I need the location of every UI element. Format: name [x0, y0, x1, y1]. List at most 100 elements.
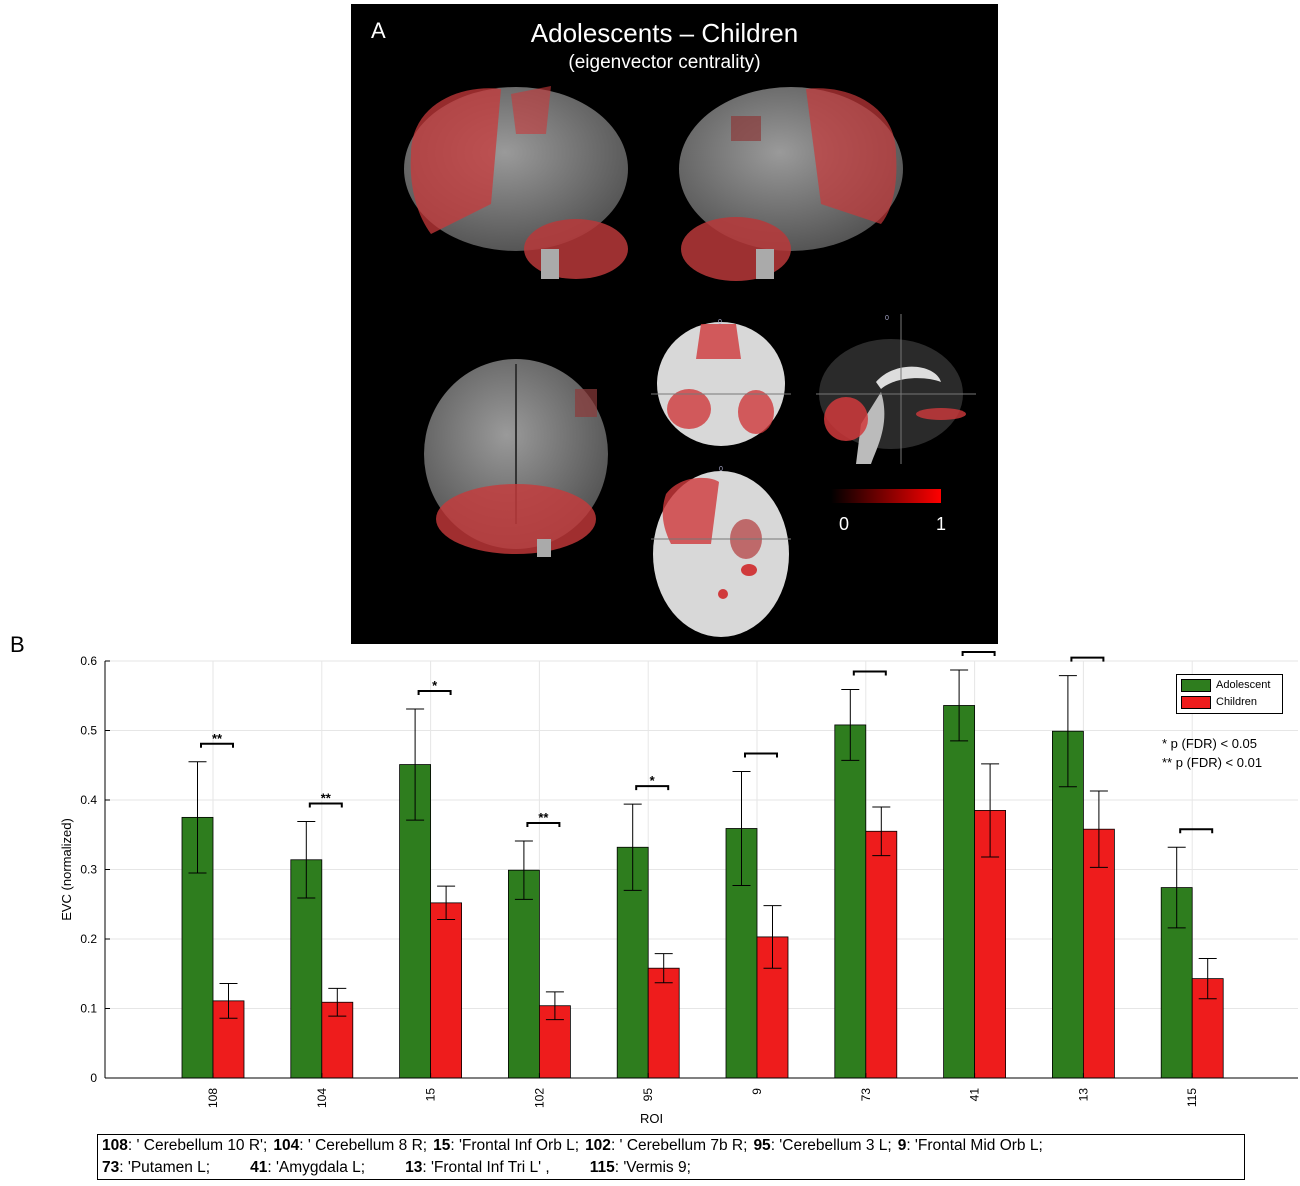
roi-name: : 'Putamen L; — [119, 1159, 211, 1176]
colorbar-min-label: 0 — [839, 514, 850, 534]
brain-left-lateral — [404, 86, 628, 279]
legend-item-children: Children — [1181, 694, 1257, 710]
x-tick-label: 9 — [750, 1088, 764, 1095]
significance-mark-104: ** — [321, 791, 332, 806]
brain-coronal-slice: 0 — [651, 319, 791, 446]
brain-posterior — [424, 359, 608, 557]
bar-children-15 — [430, 902, 463, 1079]
x-tick-label: 13 — [1076, 1088, 1090, 1102]
significance-mark-102: ** — [538, 810, 549, 825]
roi-entry-115: 115: 'Vermis 9; — [590, 1159, 691, 1176]
legend-swatch-children — [1181, 695, 1211, 709]
roi-number: 115 — [589, 1159, 615, 1176]
significance-bracket-102 — [526, 822, 561, 828]
brain-right-lateral — [679, 87, 903, 281]
bar-adolescent-73 — [834, 724, 867, 1079]
y-tick-label: 0.2 — [80, 932, 97, 946]
legend-label-children: Children — [1216, 696, 1257, 708]
roi-number: 9 — [897, 1137, 907, 1154]
x-tick-label: 73 — [859, 1088, 873, 1102]
roi-number: 102 — [585, 1137, 611, 1154]
chart-grid — [105, 660, 1298, 1079]
significance-mark-108: ** — [212, 731, 223, 746]
colorbar-max-label: 1 — [936, 514, 947, 534]
roi-name: : 'Vermis 9; — [614, 1159, 691, 1176]
roi-name: : ' Cerebellum 8 R; — [299, 1137, 428, 1154]
x-axis-label: ROI — [640, 1111, 663, 1126]
y-tick-label: 0.3 — [80, 863, 97, 877]
roi-legend-box: 108: ' Cerebellum 10 R'; 104: ' Cerebellu… — [97, 1134, 1245, 1180]
significance-bracket-104 — [308, 802, 343, 808]
roi-number: 108 — [102, 1137, 128, 1154]
roi-name: : 'Cerebellum 3 L; — [770, 1137, 892, 1154]
x-tick-label: 95 — [641, 1088, 655, 1102]
significance-bracket-15 — [417, 689, 452, 695]
roi-number: 104 — [273, 1137, 300, 1154]
legend-item-adolescent: Adolescent — [1181, 677, 1270, 693]
roi-entry-9: 9: 'Frontal Mid Orb L; — [898, 1137, 1043, 1154]
roi-entry-73: 73: 'Putamen L; — [102, 1159, 210, 1176]
roi-entry-41: 41: 'Amygdala L; — [250, 1159, 365, 1176]
chart-axes: 0 0.1 0.2 0.3 0.4 0.5 0.6 108 104 15 102 95 9 73 41 13 1… — [59, 654, 1298, 1126]
roi-name: : 'Frontal Inf Orb L; — [450, 1137, 580, 1154]
significance-mark-15: * — [432, 678, 438, 693]
roi-number: 15 — [433, 1137, 451, 1154]
roi-entry-13: 13: 'Frontal Inf Tri L' , — [405, 1159, 550, 1176]
significance-bracket-73 — [852, 670, 887, 676]
significance-bracket-108 — [200, 742, 234, 748]
x-tick-label: 15 — [424, 1088, 438, 1102]
x-tick-label: 108 — [206, 1088, 220, 1108]
bar-children-95 — [647, 967, 680, 1079]
legend-label-adolescent: Adolescent — [1216, 679, 1271, 691]
roi-name: : ' Cerebellum 7b R; — [610, 1137, 748, 1154]
sig-note-fdr-001: ** p (FDR) < 0.01 — [1162, 755, 1263, 770]
roi-name: : 'Amygdala L; — [267, 1159, 366, 1176]
y-tick-label: 0 — [90, 1071, 97, 1085]
roi-name: : ' Cerebellum 10 R'; — [127, 1137, 268, 1154]
roi-legend-line-2: 73: 'Putamen L; 41: 'Amygdala L; 13: 'Fron… — [102, 1157, 1244, 1179]
y-tick-label: 0.6 — [80, 654, 97, 668]
colorbar — [831, 489, 941, 503]
roi-number: 13 — [405, 1159, 423, 1176]
slice-marker-coronal: 0 — [718, 319, 722, 326]
significance-bracket-9 — [744, 752, 778, 758]
x-tick-label: 41 — [968, 1088, 982, 1102]
roi-entry-15: 15: 'Frontal Inf Orb L; — [433, 1137, 579, 1154]
y-tick-label: 0.4 — [80, 793, 97, 807]
roi-number: 95 — [753, 1137, 771, 1154]
significance-bracket-95 — [635, 785, 670, 791]
x-tick-label: 102 — [532, 1088, 546, 1108]
roi-entry-95: 95: 'Cerebellum 3 L; — [753, 1137, 891, 1154]
chart-legend: Adolescent Children — [1176, 674, 1283, 714]
x-tick-label: 104 — [315, 1088, 329, 1108]
brain-axial-slice: 0 — [651, 466, 791, 637]
panel-a-letter: A — [371, 18, 386, 43]
panel-a-title: Adolescents – Children — [530, 18, 799, 48]
brain-figure-panel: 0 0 0 A Adolescents – Children (eigenvec… — [351, 4, 998, 644]
slice-marker-sagittal: 0 — [885, 315, 889, 322]
roi-entry-108: 108: ' Cerebellum 10 R'; — [102, 1137, 267, 1154]
roi-legend-line-1: 108: ' Cerebellum 10 R'; 104: ' Cerebellu… — [102, 1135, 1244, 1157]
significance-bracket-41 — [961, 651, 996, 657]
significance-mark-95: * — [650, 773, 656, 788]
brain-sagittal-slice: 0 — [816, 314, 976, 464]
roi-entry-104: 104: ' Cerebellum 8 R; — [273, 1137, 427, 1154]
y-tick-label: 0.5 — [80, 724, 97, 738]
roi-number: 73 — [102, 1159, 120, 1176]
y-tick-label: 0.1 — [80, 1002, 97, 1016]
bar-adolescent-102 — [507, 869, 540, 1079]
roi-name: : 'Frontal Mid Orb L; — [906, 1137, 1043, 1154]
chart-bars: ******** — [181, 651, 1224, 1079]
significance-bracket-13 — [1070, 656, 1105, 662]
x-tick-label: 115 — [1185, 1088, 1199, 1107]
roi-name: : 'Frontal Inf Tri L' , — [422, 1159, 550, 1176]
roi-number: 41 — [250, 1159, 268, 1176]
brain-renderings: 0 0 0 — [404, 86, 976, 637]
y-axis-label: EVC (normalized) — [59, 818, 74, 921]
panel-b-letter: B — [10, 632, 25, 657]
significance-bracket-115 — [1179, 828, 1214, 834]
bar-children-73 — [865, 830, 898, 1079]
roi-entry-102: 102: ' Cerebellum 7b R; — [585, 1137, 747, 1154]
sig-note-fdr-005: * p (FDR) < 0.05 — [1162, 736, 1258, 751]
